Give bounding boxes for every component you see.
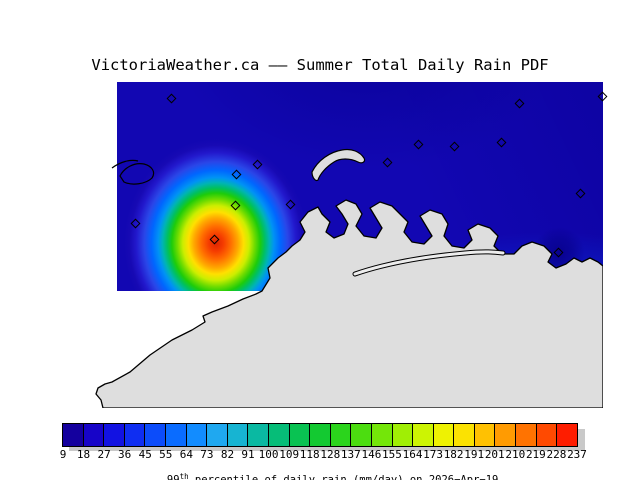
colorbar-tick-label: 237 [567,448,587,461]
colorbar-tick-label: 55 [159,448,173,461]
colorbar-segment [474,424,496,446]
colorbar-segment [207,424,228,446]
colorbar-tick-label: 91 [241,448,255,461]
colorbar-segment [310,424,331,446]
gorge-channel [353,250,505,276]
colorbar-segment [83,424,105,446]
caption-rest: percentile of daily rain (mm/day) on 202… [188,474,499,480]
colorbar-tick-label: 182 [443,448,464,461]
rain-pdf-map [90,82,608,408]
colorbar-tick-label: 100 [258,448,279,461]
page-title: VictoriaWeather.ca –– Summer Total Daily… [91,56,549,74]
colorbar-tick-label: 146 [361,448,382,461]
colorbar-tick-label: 27 [97,448,111,461]
colorbar-segment [557,424,577,446]
colorbar-segment [351,424,372,446]
colorbar-tick-label: 128 [320,448,341,461]
colorbar-segment [433,424,455,446]
colorbar-segment [289,424,311,446]
islet-outline-arc [111,159,139,169]
colorbar-tick-label: 9 [59,448,67,461]
colorbar-segment [186,424,208,446]
colorbar-tick-label: 36 [118,448,132,461]
colorbar-tick-label: 45 [138,448,152,461]
colorbar-segment [495,424,517,446]
colorbar-tick-label: 155 [382,448,402,461]
colorbar-tick-label: 137 [340,448,361,461]
colorbar-caption: 99th percentile of daily rain (mm/day) o… [0,460,640,480]
colorbar-segment [454,424,475,446]
colorbar-segment [248,424,269,446]
colorbar-tick-label: 82 [220,448,235,461]
colorbar-segment [268,424,290,446]
colorbar-tick-labels: 9 18 27 36 45 55 64 73 82 91 100 109 118 128 137 146 155… [59,448,587,461]
colorbar-tick-label: 173 [423,448,444,461]
caption-prefix: 99 [166,474,180,480]
colorbar-segment [330,424,352,446]
colorbar-segment [104,424,125,446]
colorbar-tick-label: 109 [279,448,300,461]
colorbar-tick-label: 164 [402,448,423,461]
coastline-layer [95,148,603,408]
colorbar-segment [63,424,84,446]
colorbar [62,423,578,447]
colorbar-segment [227,424,249,446]
colorbar-segment [371,424,393,446]
land-mainland [95,199,603,408]
colorbar-segment [516,424,537,446]
colorbar-tick-label: 210 [505,448,526,461]
colorbar-segment [145,424,166,446]
colorbar-segment [413,424,434,446]
colorbar-segment [124,424,146,446]
islet-outline [119,163,155,185]
colorbar-tick-label: 18 [76,448,91,461]
colorbar-tick-label: 219 [525,448,546,461]
colorbar-tick-label: 73 [200,448,214,461]
land-sliver-island [311,148,366,182]
colorbar-tick-label: 64 [179,448,193,461]
colorbar-tick-label: 228 [546,448,567,461]
colorbar-tick-label: 191 [464,448,485,461]
colorbar-segment [536,424,558,446]
contour-field [117,82,603,291]
colorbar-tick-label: 118 [299,448,320,461]
caption-superscript: th [179,472,189,480]
colorbar-segment [392,424,414,446]
colorbar-segment [165,424,187,446]
colorbar-tick-label: 201 [484,448,505,461]
